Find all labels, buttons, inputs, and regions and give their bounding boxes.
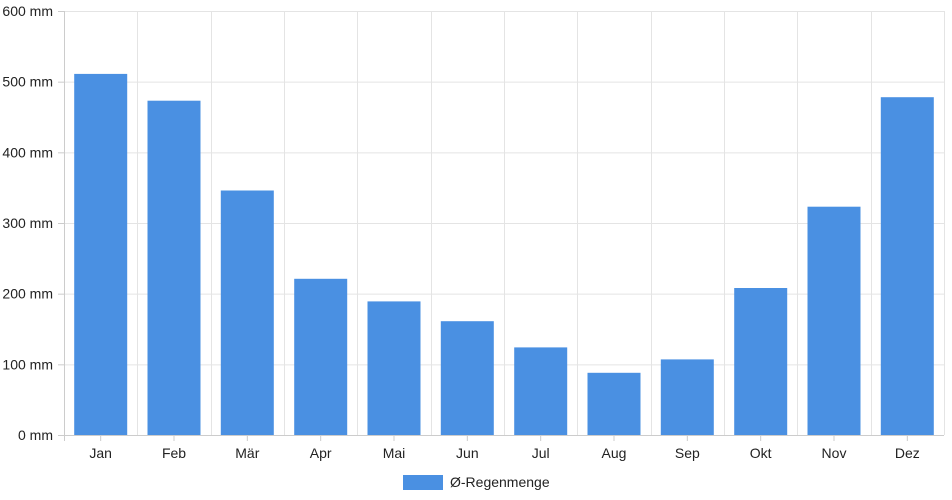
x-axis-ticks: Jan Feb Mär Apr Mai Jun Jul Aug Sep Okt Nov Dez bbox=[89, 435, 920, 461]
x-tick-label: Feb bbox=[162, 445, 186, 461]
y-tick-label: 400 mm bbox=[2, 144, 53, 160]
bar-mär[interactable] bbox=[220, 190, 274, 436]
x-tick-label: Mai bbox=[383, 445, 406, 461]
x-tick-label: Jan bbox=[89, 445, 112, 461]
y-tick-label: 100 mm bbox=[2, 356, 53, 372]
y-tick-label: 500 mm bbox=[2, 74, 53, 90]
x-tick-label: Dez bbox=[895, 445, 920, 461]
x-tick-label: Okt bbox=[750, 445, 772, 461]
x-tick-label: Jun bbox=[456, 445, 479, 461]
x-tick-label: Nov bbox=[822, 445, 847, 461]
y-tick-label: 200 mm bbox=[2, 286, 53, 302]
bar-jan[interactable] bbox=[74, 73, 128, 436]
bar-apr[interactable] bbox=[294, 278, 348, 435]
bar-dez[interactable] bbox=[880, 97, 934, 435]
y-tick-label: 600 mm bbox=[2, 3, 53, 19]
bar-aug[interactable] bbox=[587, 372, 641, 435]
x-tick-label: Aug bbox=[602, 445, 627, 461]
bar-mai[interactable] bbox=[367, 301, 421, 435]
y-axis-ticks: 0 mm 100 mm 200 mm 300 mm 400 mm 500 mm 600 mm bbox=[2, 3, 64, 443]
legend-label: Ø-Regenmenge bbox=[450, 474, 550, 490]
grid bbox=[64, 11, 945, 435]
bar-jun[interactable] bbox=[440, 321, 494, 435]
axes bbox=[64, 11, 944, 441]
x-tick-label: Apr bbox=[310, 445, 332, 461]
legend-swatch bbox=[403, 475, 443, 490]
x-tick-label: Mär bbox=[235, 445, 259, 461]
x-tick-label: Jul bbox=[532, 445, 550, 461]
bars bbox=[74, 73, 934, 436]
legend[interactable]: Ø-Regenmenge bbox=[403, 474, 550, 490]
bar-nov[interactable] bbox=[807, 206, 861, 435]
bar-okt[interactable] bbox=[734, 288, 788, 435]
bar-sep[interactable] bbox=[660, 359, 714, 435]
y-tick-label: 0 mm bbox=[18, 427, 53, 443]
y-tick-label: 300 mm bbox=[2, 215, 53, 231]
bar-jul[interactable] bbox=[514, 347, 568, 435]
x-tick-label: Sep bbox=[675, 445, 700, 461]
bar-feb[interactable] bbox=[147, 100, 201, 435]
